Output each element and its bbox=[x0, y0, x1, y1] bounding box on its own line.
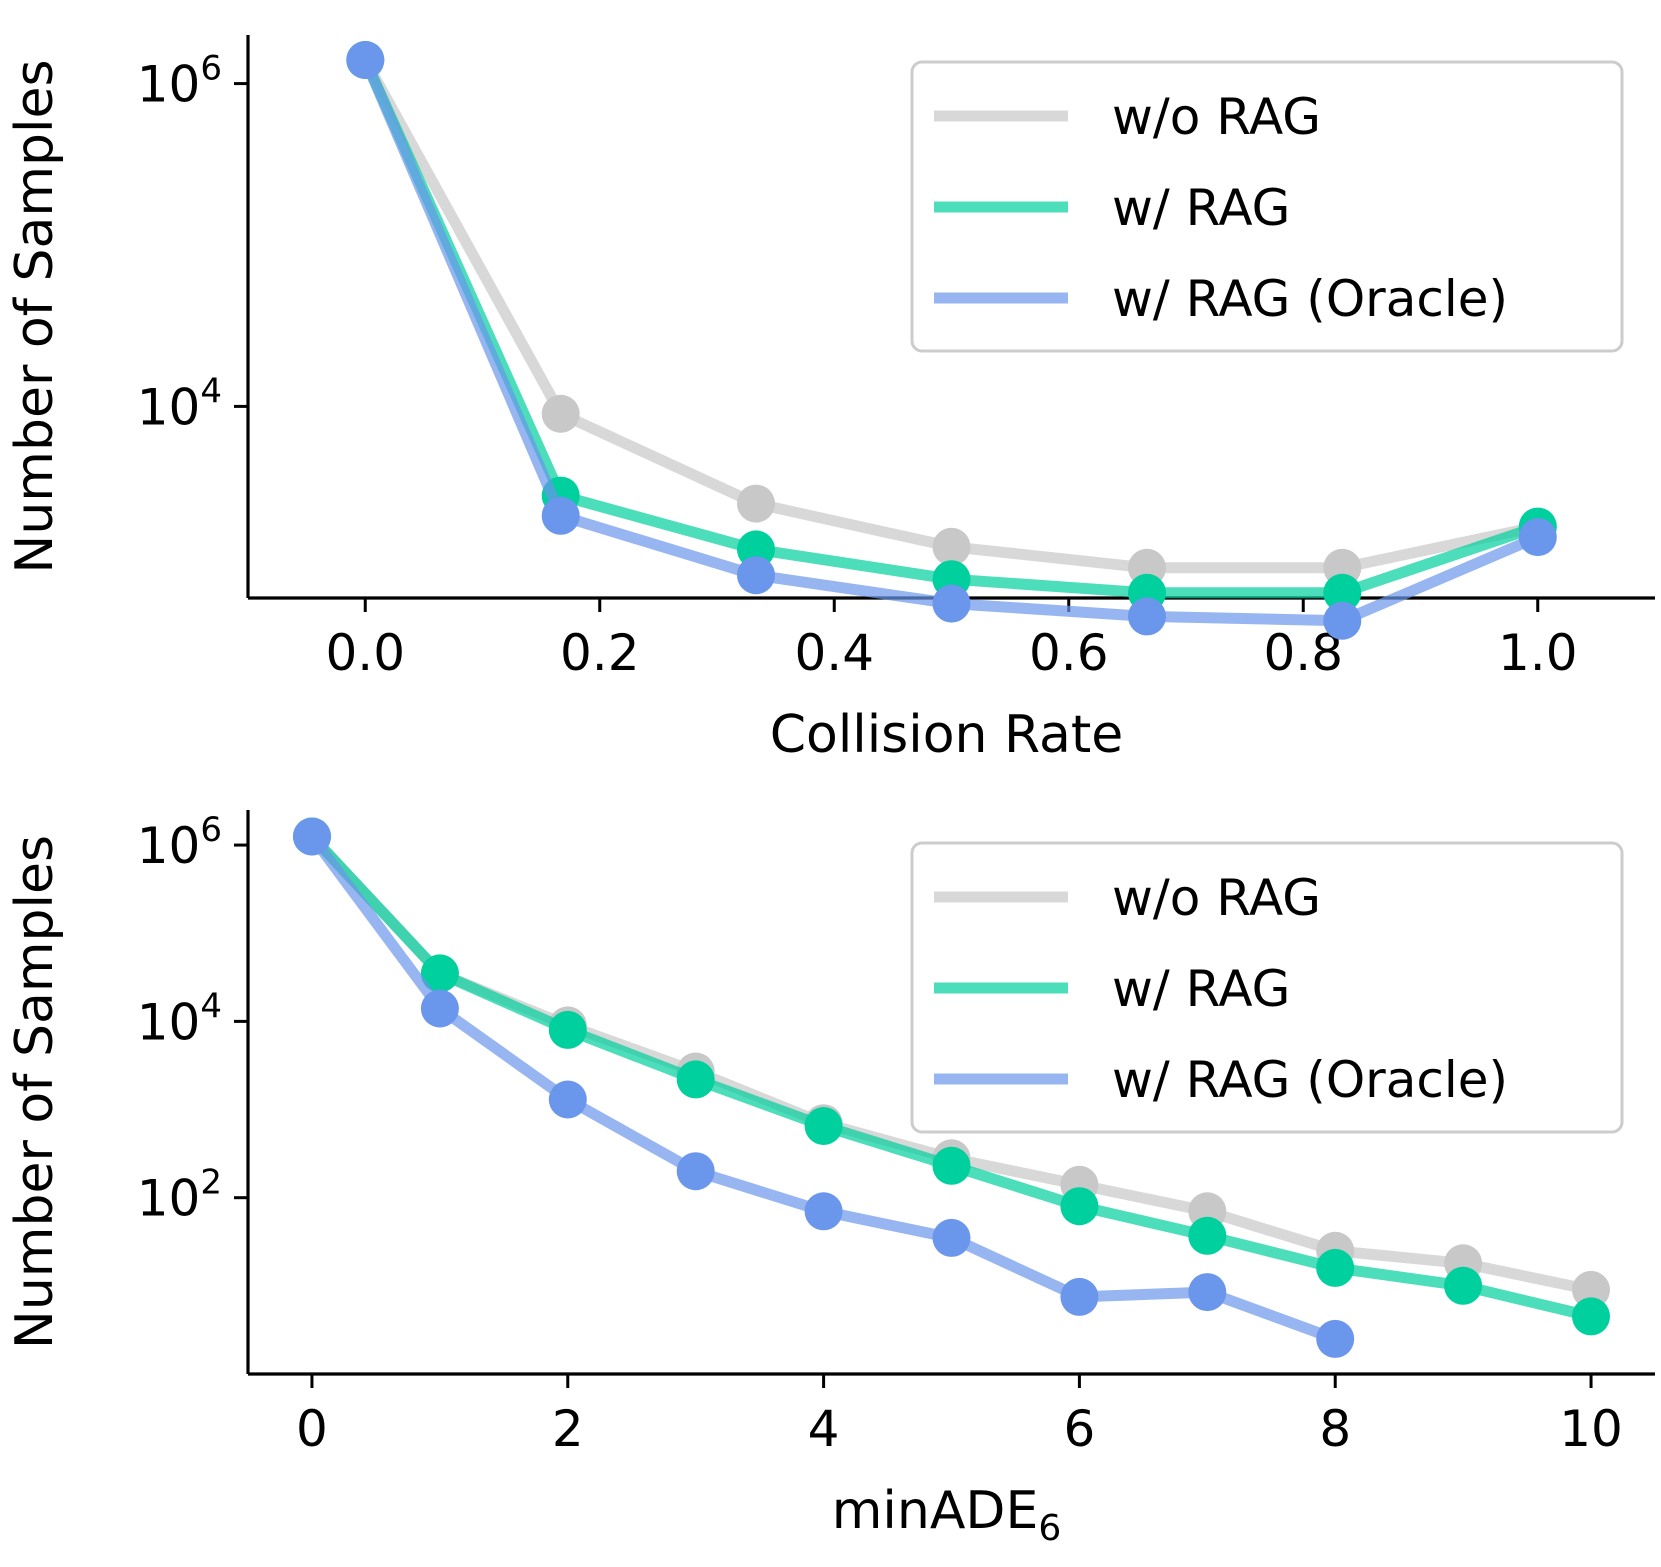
legend-label: w/ RAG bbox=[1112, 960, 1290, 1018]
series-w-rag-oracle bbox=[293, 817, 1355, 1358]
data-point bbox=[737, 556, 775, 595]
x-tick-label: 10 bbox=[1559, 1400, 1623, 1458]
data-point bbox=[1323, 601, 1362, 640]
data-point bbox=[676, 1152, 715, 1191]
data-point bbox=[420, 954, 459, 993]
data-point bbox=[541, 394, 580, 433]
y-tick-label: 106 bbox=[137, 810, 222, 875]
data-point bbox=[1323, 573, 1362, 612]
data-point bbox=[676, 1060, 715, 1099]
data-point bbox=[293, 817, 331, 856]
y-tick-label: 106 bbox=[137, 49, 222, 114]
x-tick-label: 2 bbox=[552, 1400, 584, 1458]
x-axis-label: Collision Rate bbox=[770, 705, 1124, 765]
legend-label: w/ RAG (Oracle) bbox=[1112, 1051, 1508, 1109]
data-point bbox=[1572, 1270, 1610, 1309]
x-tick-label: 8 bbox=[1319, 1400, 1351, 1458]
legend-label: w/ RAG bbox=[1112, 179, 1290, 237]
data-point bbox=[932, 527, 971, 566]
data-point bbox=[346, 41, 385, 79]
y-tick-label: 104 bbox=[137, 986, 222, 1051]
data-point bbox=[932, 584, 971, 623]
legend: w/o RAG w/ RAG w/ RAG (Oracle) bbox=[910, 841, 1624, 1134]
chart-panel-2: 0 2 4 6 8 10 106 104 102 minADE6 Number of Samples… bbox=[5, 810, 1655, 1549]
data-point bbox=[1316, 1319, 1355, 1358]
data-point bbox=[1060, 1187, 1099, 1226]
series-w-rag bbox=[293, 817, 1610, 1336]
x-tick-label: 4 bbox=[808, 1400, 840, 1458]
legend-box bbox=[910, 841, 1624, 1134]
data-point bbox=[1518, 518, 1557, 557]
x-tick-label: 0 bbox=[296, 1400, 328, 1458]
data-point bbox=[548, 1010, 587, 1049]
data-point bbox=[1316, 1248, 1355, 1287]
data-point bbox=[1572, 1297, 1610, 1336]
data-point bbox=[804, 1192, 843, 1231]
legend: w/o RAG w/ RAG w/ RAG (Oracle) bbox=[910, 60, 1624, 353]
series-w-rag-oracle bbox=[346, 41, 1557, 640]
data-point bbox=[1128, 597, 1166, 636]
y-tick-label: 102 bbox=[137, 1163, 222, 1228]
legend-box bbox=[910, 60, 1624, 353]
y-tick-label: 104 bbox=[137, 371, 222, 436]
x-axis-label: minADE6 bbox=[832, 1481, 1061, 1549]
data-point bbox=[932, 1146, 971, 1185]
data-point bbox=[932, 1218, 971, 1257]
x-tick-label: 0.2 bbox=[560, 624, 640, 682]
y-axis-label: Number of Samples bbox=[5, 835, 65, 1349]
data-point bbox=[420, 989, 459, 1028]
x-tick-label: 0.6 bbox=[1029, 624, 1109, 682]
data-point bbox=[1188, 1216, 1227, 1255]
data-point bbox=[1188, 1273, 1227, 1312]
data-point bbox=[541, 496, 580, 535]
legend-label: w/o RAG bbox=[1112, 88, 1321, 146]
data-point bbox=[548, 1080, 587, 1119]
legend-label: w/o RAG bbox=[1112, 869, 1321, 927]
data-point bbox=[804, 1107, 843, 1145]
data-point bbox=[1444, 1266, 1483, 1305]
x-tick-label: 0.0 bbox=[325, 624, 405, 682]
data-point bbox=[737, 484, 775, 523]
legend-label: w/ RAG (Oracle) bbox=[1112, 270, 1508, 328]
x-tick-label: 6 bbox=[1064, 1400, 1096, 1458]
x-tick-label: 0.4 bbox=[794, 624, 874, 682]
y-axis-label: Number of Samples bbox=[5, 59, 65, 573]
x-tick-label: 1.0 bbox=[1498, 624, 1578, 682]
data-point bbox=[1060, 1277, 1099, 1316]
